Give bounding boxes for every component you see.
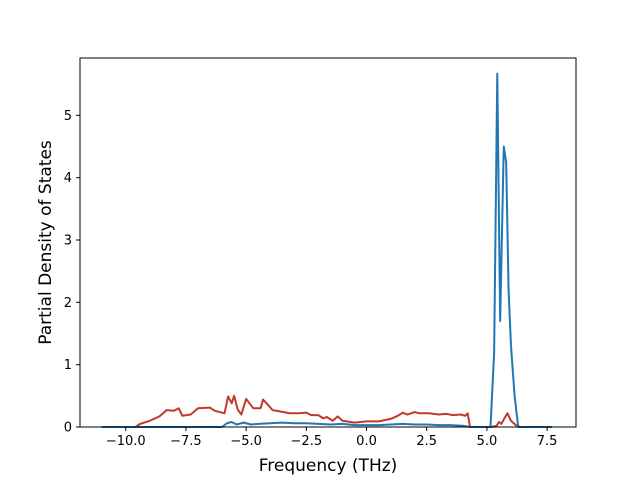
y-tick-label: 4	[64, 171, 72, 186]
x-tick-label: 2.5	[416, 434, 437, 449]
x-axis-label: Frequency (THz)	[259, 456, 398, 476]
y-tick-label: 1	[64, 358, 72, 373]
y-tick-label: 2	[64, 296, 72, 311]
y-tick-label: 5	[64, 109, 72, 124]
x-tick-label: −5.0	[230, 434, 262, 449]
series-layer	[101, 72, 552, 428]
y-tick-label: 0	[64, 421, 72, 436]
y-tick-label: 3	[64, 234, 72, 249]
series-line-2	[101, 72, 552, 428]
x-tick-label: 7.5	[537, 434, 558, 449]
x-axis-ticks: −10.0 −7.5 −5.0 −2.5 0.0 2.5 5.0 7.5	[106, 427, 558, 449]
x-tick-label: −10.0	[106, 434, 146, 449]
y-axis-ticks: 0 1 2 3 4 5	[64, 109, 80, 436]
x-tick-label: −2.5	[291, 434, 323, 449]
x-tick-label: 0.0	[356, 434, 377, 449]
x-tick-label: −7.5	[170, 434, 202, 449]
y-axis-label: Partial Density of States	[36, 140, 56, 345]
series-line-1	[101, 394, 552, 428]
plot-frame	[79, 57, 577, 428]
x-tick-label: 5.0	[477, 434, 498, 449]
